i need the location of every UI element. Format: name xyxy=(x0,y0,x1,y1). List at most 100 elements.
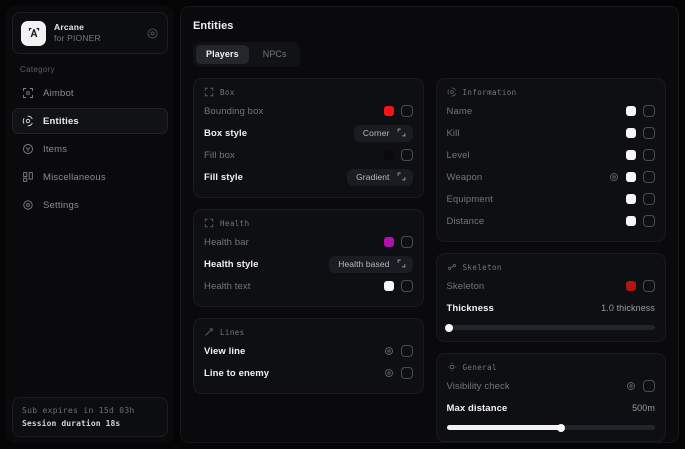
checkbox-health-bar[interactable] xyxy=(400,236,413,248)
slider-fill xyxy=(446,425,562,430)
color-swatch[interactable] xyxy=(626,216,636,226)
color-swatch[interactable] xyxy=(383,106,394,116)
setting-label: Skeleton xyxy=(446,280,485,292)
sub-expiry-text: Sub expires in 15d 03h xyxy=(22,406,135,415)
sun-icon xyxy=(447,362,456,372)
slider-thumb[interactable] xyxy=(444,323,453,332)
tab-npcs[interactable]: NPCs xyxy=(262,49,287,59)
dropdown-value: Corner xyxy=(362,127,390,138)
color-swatch[interactable] xyxy=(383,150,394,160)
setting-row-weapon: Weapon xyxy=(446,166,655,188)
checkbox-distance[interactable] xyxy=(643,215,655,227)
checkbox-view-line[interactable] xyxy=(400,345,413,357)
sidebar-item-label: Miscellaneous xyxy=(43,171,106,183)
checkbox-visibility-check[interactable] xyxy=(643,380,655,392)
subscription-footer: Sub expires in 15d 03h Session duration … xyxy=(12,397,168,437)
card-title: Skeleton xyxy=(462,262,502,272)
slider-thumb[interactable] xyxy=(557,423,566,432)
setting-label: Health bar xyxy=(204,236,249,248)
sidebar-item-miscellaneous[interactable]: Miscellaneous xyxy=(12,164,168,190)
card-box: Box Bounding box Box style Cor xyxy=(193,78,424,198)
gear-icon[interactable] xyxy=(626,381,636,391)
setting-label: Weapon xyxy=(446,171,483,183)
sidebar-item-aimbot[interactable]: Aimbot xyxy=(12,80,168,106)
checkbox-line-to-enemy[interactable] xyxy=(400,367,413,379)
color-swatch[interactable] xyxy=(626,194,636,204)
setting-controls: Health based xyxy=(329,255,413,273)
setting-label: Fill style xyxy=(204,171,244,183)
setting-controls xyxy=(626,105,655,117)
bone-icon xyxy=(447,264,456,270)
card-lines: Lines View line Line to e xyxy=(193,318,424,394)
color-swatch[interactable] xyxy=(626,172,636,182)
sidebar-item-entities[interactable]: Entities xyxy=(12,108,168,134)
checkbox-bounding-box[interactable] xyxy=(400,105,413,117)
setting-label: Max distance xyxy=(446,402,508,414)
expand-icon xyxy=(397,128,405,137)
slider-value-thickness: 1.0 thickness xyxy=(601,303,655,313)
sidebar-item-label: Aimbot xyxy=(43,87,74,99)
checkbox-level[interactable] xyxy=(643,149,655,161)
checkbox-equipment[interactable] xyxy=(643,193,655,205)
diagonal-line-icon xyxy=(205,328,213,336)
setting-label: Name xyxy=(446,105,473,117)
gear-icon[interactable] xyxy=(609,172,619,182)
setting-row-view-line: View line xyxy=(204,340,413,362)
checkbox-fill-box[interactable] xyxy=(400,149,413,161)
sidebar-item-label: Entities xyxy=(43,115,79,127)
setting-label: Box style xyxy=(204,127,248,139)
crosshair-icon xyxy=(23,88,33,98)
entities-icon xyxy=(447,87,456,97)
setting-row-fill-style: Fill style Gradient xyxy=(204,166,413,188)
gear-icon[interactable] xyxy=(384,346,394,356)
setting-row-health-style: Health style Health based xyxy=(204,253,413,275)
setting-controls xyxy=(383,236,413,248)
setting-controls xyxy=(626,380,655,392)
dropdown-health-style[interactable]: Health based xyxy=(329,255,413,273)
tab-players[interactable]: Players xyxy=(196,45,249,64)
sidebar-item-items[interactable]: Items xyxy=(12,136,168,162)
slider-max-distance[interactable] xyxy=(446,423,655,432)
slider-thickness[interactable] xyxy=(444,323,655,332)
item-icon xyxy=(23,144,33,154)
tab-bar: Players NPCs xyxy=(193,42,300,67)
gear-icon xyxy=(23,200,33,210)
color-swatch[interactable] xyxy=(383,281,394,291)
logo-a-glyph xyxy=(28,28,39,37)
checkbox-health-text[interactable] xyxy=(400,280,413,292)
setting-row-skeleton: Skeleton xyxy=(446,275,655,297)
sidebar-item-settings[interactable]: Settings xyxy=(12,192,168,218)
card-header: General xyxy=(447,362,656,372)
setting-controls xyxy=(626,127,655,139)
color-swatch[interactable] xyxy=(626,128,636,138)
sidebar-nav: Aimbot Entities Items xyxy=(12,80,168,218)
setting-label: Bounding box xyxy=(204,105,264,117)
setting-row-fill-box: Fill box xyxy=(204,144,413,166)
card-header: Health xyxy=(204,218,413,228)
card-header: Skeleton xyxy=(447,262,656,272)
color-swatch[interactable] xyxy=(626,106,636,116)
color-swatch[interactable] xyxy=(626,281,636,291)
color-swatch[interactable] xyxy=(626,150,636,160)
setting-controls xyxy=(383,105,413,117)
right-column: Information Name Kill xyxy=(435,78,666,442)
checkbox-weapon[interactable] xyxy=(643,171,655,183)
gear-icon[interactable] xyxy=(384,368,394,378)
setting-label: Line to enemy xyxy=(204,367,270,379)
setting-controls xyxy=(626,149,655,161)
setting-label: Equipment xyxy=(446,193,493,205)
setting-controls xyxy=(384,345,413,357)
dropdown-box-style[interactable]: Corner xyxy=(353,124,413,142)
dropdown-fill-style[interactable]: Gradient xyxy=(347,168,413,186)
gear-icon[interactable] xyxy=(146,27,159,40)
category-label: Category xyxy=(20,65,55,74)
settings-columns: Box Bounding box Box style Cor xyxy=(193,78,666,442)
checkbox-name[interactable] xyxy=(643,105,655,117)
setting-row-box-style: Box style Corner xyxy=(204,122,413,144)
checkbox-kill[interactable] xyxy=(643,127,655,139)
checkbox-skeleton[interactable] xyxy=(643,280,655,292)
color-swatch[interactable] xyxy=(383,237,394,247)
setting-label: Level xyxy=(446,149,470,161)
brand-header[interactable]: Arcane for PIONER xyxy=(12,12,168,54)
